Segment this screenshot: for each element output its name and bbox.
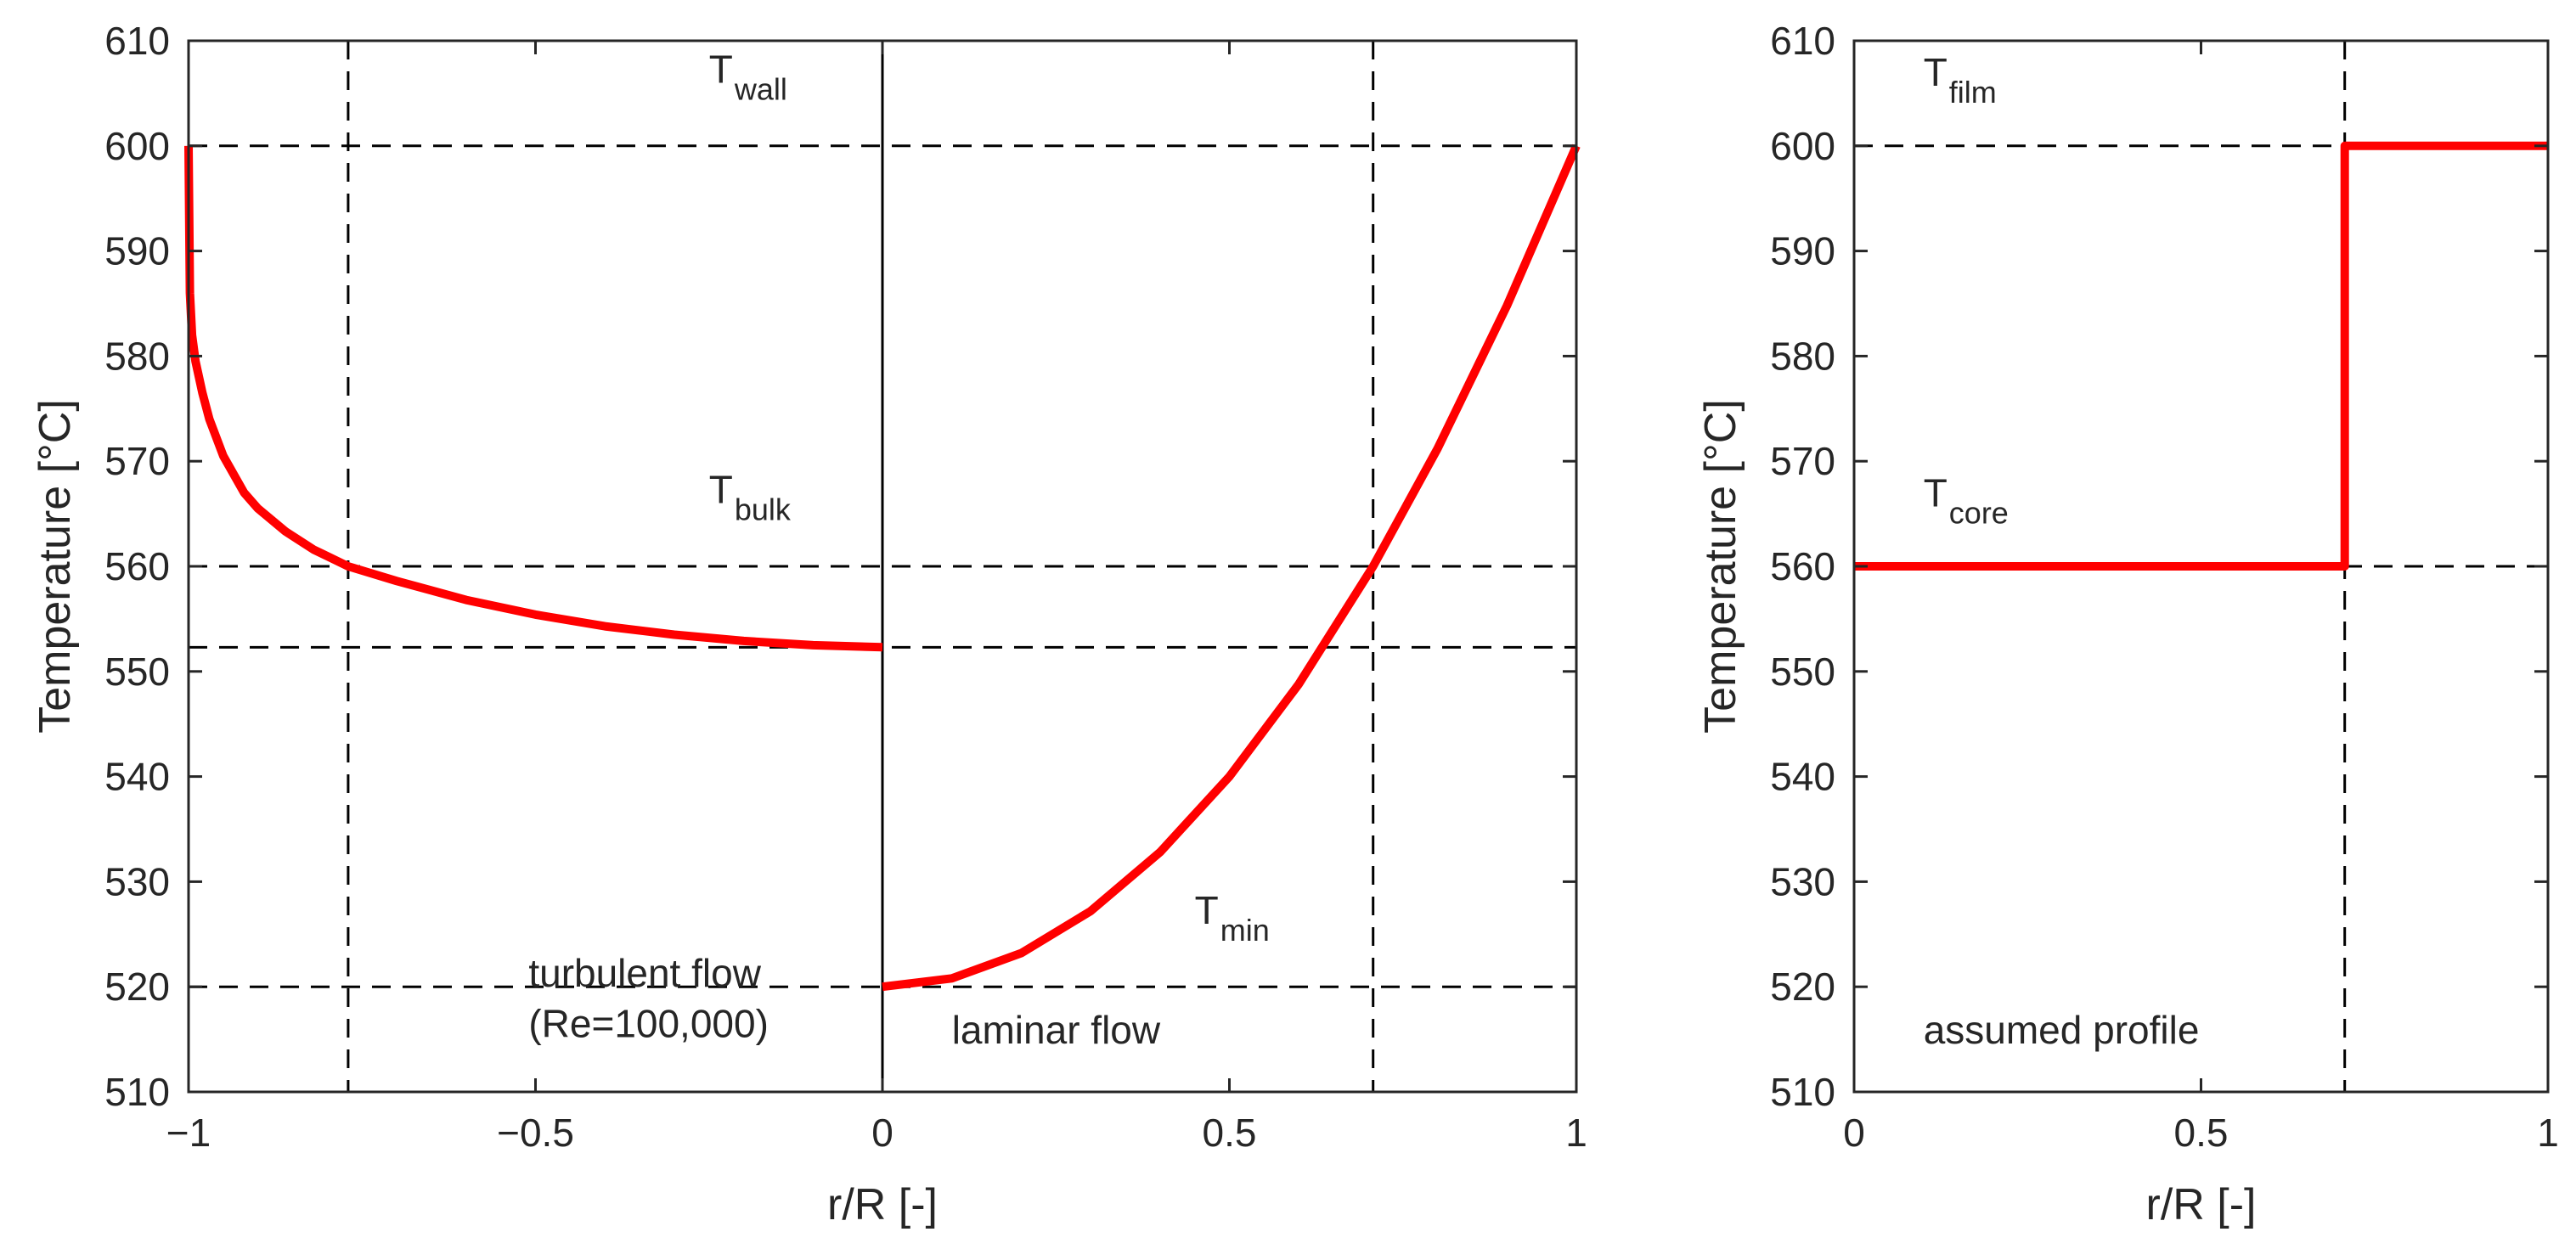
y-tick-label: 580	[104, 334, 170, 378]
annotation: turbulent flow	[528, 951, 761, 995]
y-tick-label: 510	[104, 1070, 170, 1114]
x-axis-label: r/R [-]	[2146, 1180, 2257, 1229]
y-tick-label: 560	[104, 544, 170, 588]
y-axis-label: Temperature [°C]	[1696, 399, 1745, 734]
y-tick-label: 610	[1770, 19, 1835, 63]
flow-temperature-plot: 510 520 530 540 550 560 570 580 590 600 610 −1 −0.5 0…	[31, 19, 1587, 1229]
y-tick-label: 510	[1770, 1070, 1835, 1114]
y-tick-label: 540	[1770, 755, 1835, 799]
annotation: assumed profile	[1924, 1008, 2200, 1052]
x-tick-label: 0	[871, 1111, 893, 1155]
y-tick-label: 610	[104, 19, 170, 63]
x-axis-label: r/R [-]	[827, 1180, 938, 1229]
annotation: Tfilm	[1924, 50, 1997, 110]
y-tick-label: 580	[1770, 334, 1835, 378]
y-tick-label: 560	[1770, 544, 1835, 588]
annotation: (Re=100,000)	[528, 1002, 769, 1046]
x-tick-label: 0	[1843, 1111, 1865, 1155]
y-axis-label: Temperature [°C]	[31, 399, 80, 734]
x-tick-label: −1	[166, 1111, 211, 1155]
y-tick-label: 590	[1770, 229, 1835, 273]
y-tick-label: 550	[1770, 650, 1835, 694]
annotation: Tcore	[1924, 470, 2009, 530]
x-tick-label: 0.5	[2174, 1111, 2229, 1155]
x-tick-label: 1	[2537, 1111, 2559, 1155]
annotation: Twall	[709, 48, 787, 107]
annotation: Tmin	[1195, 888, 1270, 948]
y-tick-label: 530	[104, 859, 170, 903]
y-tick-label: 540	[104, 755, 170, 799]
y-tick-label: 570	[104, 439, 170, 483]
y-tick-label: 550	[104, 650, 170, 694]
y-tick-label: 520	[104, 965, 170, 1009]
temperature-curve-0	[184, 145, 883, 652]
y-tick-label: 530	[1770, 859, 1835, 903]
temperature-curve-1	[882, 143, 1581, 992]
y-tick-label: 600	[1770, 124, 1835, 168]
temperature-curve-0	[1854, 141, 2548, 571]
assumed-profile-plot: 510 520 530 540 550 560 570 580 590 600 610 0 0.5 1 r/…	[1696, 19, 2559, 1229]
x-tick-label: −0.5	[497, 1111, 574, 1155]
x-tick-label: 0.5	[1203, 1111, 1257, 1155]
y-tick-label: 570	[1770, 439, 1835, 483]
y-tick-label: 600	[104, 124, 170, 168]
x-tick-label: 1	[1565, 1111, 1587, 1155]
annotation: Tbulk	[709, 468, 792, 527]
y-tick-label: 590	[104, 229, 170, 273]
annotation: laminar flow	[952, 1008, 1161, 1052]
y-tick-label: 520	[1770, 965, 1835, 1009]
